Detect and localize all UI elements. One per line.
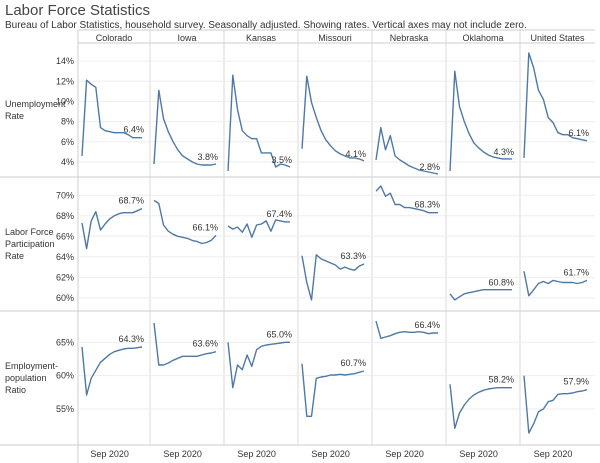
series-line-missouri-employment-population-ratio xyxy=(301,363,365,417)
series-line-missouri-labor-force-participation-rate xyxy=(301,254,365,301)
end-value-label: 63.3% xyxy=(340,251,366,261)
column-header-united-states: United States xyxy=(530,33,585,43)
end-value-label: 4.1% xyxy=(345,149,366,159)
row-label-unemployment-rate: Unemployment xyxy=(5,99,66,109)
page-subtitle: Bureau of Labor Statistics, household su… xyxy=(5,20,527,31)
x-tick-label: Sep 2020 xyxy=(163,449,202,459)
y-tick-label: 4% xyxy=(61,157,74,167)
row-label-employment-population-ratio: Ratio xyxy=(5,385,26,395)
series-line-colorado-labor-force-participation-rate xyxy=(81,207,143,250)
column-header-nebraska: Nebraska xyxy=(390,33,429,43)
column-header-iowa: Iowa xyxy=(177,33,196,43)
end-value-label: 60.8% xyxy=(488,278,514,288)
series-line-nebraska-labor-force-participation-rate xyxy=(375,185,438,214)
y-tick-label: 70% xyxy=(56,190,74,200)
end-value-label: 58.2% xyxy=(488,375,514,385)
end-value-label: 2.8% xyxy=(419,162,440,172)
y-tick-label: 8% xyxy=(61,117,74,127)
x-tick-label: Sep 2020 xyxy=(459,449,498,459)
y-tick-label: 60% xyxy=(56,371,74,381)
series-line-united-states-labor-force-participation-rate xyxy=(523,271,588,297)
end-value-label: 66.1% xyxy=(192,222,218,232)
y-tick-label: 12% xyxy=(56,76,74,86)
series-line-colorado-unemployment-rate xyxy=(81,79,142,156)
series-line-oklahoma-employment-population-ratio xyxy=(449,384,512,429)
x-tick-label: Sep 2020 xyxy=(534,449,573,459)
series-line-kansas-employment-population-ratio xyxy=(227,341,290,389)
x-tick-label: Sep 2020 xyxy=(385,449,424,459)
end-value-label: 63.6% xyxy=(192,339,218,349)
end-value-label: 4.3% xyxy=(493,147,514,157)
row-label-labor-force-participation-rate: Participation xyxy=(5,239,55,249)
end-value-label: 57.9% xyxy=(563,377,589,387)
series-line-missouri-unemployment-rate xyxy=(301,75,365,162)
series-line-nebraska-unemployment-rate xyxy=(375,126,439,175)
y-tick-label: 65% xyxy=(56,337,74,347)
end-value-label: 6.1% xyxy=(568,128,589,138)
page-title: Labor Force Statistics xyxy=(5,2,151,19)
end-value-label: 68.7% xyxy=(118,196,144,206)
series-line-kansas-labor-force-participation-rate xyxy=(227,219,290,239)
column-header-colorado: Colorado xyxy=(96,33,133,43)
row-label-employment-population-ratio: Employment- xyxy=(5,361,58,371)
series-line-united-states-unemployment-rate xyxy=(523,52,588,158)
y-tick-label: 66% xyxy=(56,231,74,241)
series-line-oklahoma-unemployment-rate xyxy=(449,70,512,172)
y-tick-label: 62% xyxy=(56,272,74,282)
end-value-label: 68.3% xyxy=(414,200,440,210)
series-line-kansas-unemployment-rate xyxy=(227,74,291,172)
series-line-colorado-employment-population-ratio xyxy=(81,346,143,396)
end-value-label: 60.7% xyxy=(340,358,366,368)
series-line-nebraska-employment-population-ratio xyxy=(375,320,438,339)
series-line-iowa-labor-force-participation-rate xyxy=(153,199,217,245)
y-tick-label: 60% xyxy=(56,293,74,303)
end-value-label: 66.4% xyxy=(414,320,440,330)
series-line-iowa-employment-population-ratio xyxy=(153,322,217,366)
y-tick-label: 6% xyxy=(61,137,74,147)
column-header-oklahoma: Oklahoma xyxy=(462,33,503,43)
x-tick-label: Sep 2020 xyxy=(237,449,276,459)
row-label-labor-force-participation-rate: Rate xyxy=(5,251,24,261)
x-tick-label: Sep 2020 xyxy=(90,449,129,459)
series-line-united-states-employment-population-ratio xyxy=(523,375,588,434)
end-value-label: 61.7% xyxy=(563,267,589,277)
series-line-oklahoma-labor-force-participation-rate xyxy=(449,289,512,301)
y-tick-label: 14% xyxy=(56,56,74,66)
row-label-labor-force-participation-rate: Labor Force xyxy=(5,227,54,237)
series-line-iowa-unemployment-rate xyxy=(153,89,217,166)
end-value-label: 6.4% xyxy=(123,125,144,135)
row-label-unemployment-rate: Rate xyxy=(5,111,24,121)
end-value-label: 64.3% xyxy=(118,334,144,344)
y-tick-label: 55% xyxy=(56,404,74,414)
y-tick-label: 10% xyxy=(56,96,74,106)
end-value-label: 3.8% xyxy=(197,152,218,162)
end-value-label: 65.0% xyxy=(266,329,292,339)
y-tick-label: 68% xyxy=(56,211,74,221)
column-header-kansas: Kansas xyxy=(246,33,277,43)
column-header-missouri: Missouri xyxy=(318,33,352,43)
y-tick-label: 64% xyxy=(56,252,74,262)
end-value-label: 67.4% xyxy=(266,209,292,219)
row-label-employment-population-ratio: population xyxy=(5,373,47,383)
x-tick-label: Sep 2020 xyxy=(311,449,350,459)
end-value-label: 3.5% xyxy=(271,155,292,165)
